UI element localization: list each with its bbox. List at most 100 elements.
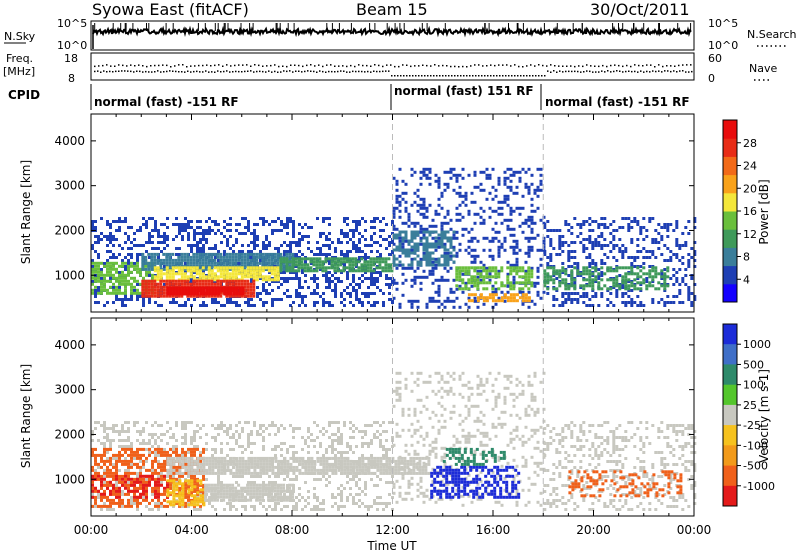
- power-cell: [243, 279, 247, 283]
- power-cell: [193, 235, 196, 238]
- power-cell: [370, 283, 373, 286]
- power-cell: [159, 291, 163, 295]
- power-cell: [219, 272, 223, 276]
- power-cell: [97, 291, 100, 295]
- power-cell: [509, 167, 513, 171]
- power-cell: [273, 258, 277, 262]
- power-cell: [325, 271, 328, 274]
- power-cell: [461, 167, 465, 171]
- power-cell: [316, 283, 319, 286]
- velocity-cell: [97, 421, 100, 424]
- velocity-cell: [103, 445, 106, 448]
- power-cell: [503, 218, 507, 222]
- power-cell: [352, 232, 355, 235]
- freq-point: [174, 65, 176, 67]
- power-cell: [262, 244, 265, 247]
- velocity-cell: [340, 505, 343, 508]
- power-cell: [491, 299, 495, 303]
- nave-point: [133, 71, 135, 73]
- power-cell: [357, 260, 361, 264]
- power-cell: [252, 279, 256, 283]
- power-cell: [449, 254, 453, 258]
- power-cell: [651, 250, 655, 253]
- power-cell: [222, 272, 226, 276]
- power-cell: [366, 260, 370, 264]
- power-cell: [455, 173, 459, 177]
- power-cell: [208, 229, 211, 232]
- power-cell: [204, 275, 208, 279]
- power-cell: [235, 301, 238, 304]
- power-cell: [337, 277, 340, 280]
- power-cell: [349, 250, 352, 253]
- velocity-cell: [340, 493, 343, 496]
- nave-point: [199, 71, 201, 73]
- power-cell: [690, 256, 694, 259]
- power-cell: [370, 244, 373, 247]
- power-cell: [425, 245, 429, 249]
- power-cell: [136, 261, 139, 265]
- freq-point: [138, 64, 140, 66]
- power-cell: [446, 209, 450, 213]
- power-cell: [675, 253, 679, 256]
- power-cell: [567, 229, 571, 232]
- nave-point: [283, 70, 285, 72]
- power-cell: [295, 277, 298, 280]
- power-cell: [246, 269, 250, 273]
- power-cell: [527, 239, 531, 243]
- velocity-cell: [148, 508, 151, 511]
- power-cell: [455, 278, 459, 282]
- nave-point: [280, 71, 282, 73]
- power-cell: [118, 253, 121, 256]
- power-cell: [265, 247, 268, 250]
- power-cell: [410, 239, 414, 243]
- power-cell: [524, 281, 528, 285]
- velocity-cell: [277, 475, 280, 478]
- power-cell: [488, 293, 492, 297]
- power-cell: [264, 252, 268, 256]
- power-cell: [546, 256, 550, 259]
- power-cell: [198, 255, 202, 259]
- power-cell: [527, 296, 531, 300]
- freq-point: [426, 64, 428, 67]
- velocity-cell: [220, 424, 223, 427]
- power-cell: [573, 280, 577, 283]
- power-cell: [648, 220, 652, 223]
- freq-point: [534, 65, 536, 67]
- power-cell: [467, 296, 471, 300]
- power-cell: [193, 244, 196, 247]
- power-cell: [588, 281, 592, 285]
- freq-point: [642, 65, 644, 67]
- freq-point: [502, 64, 504, 66]
- power-cell: [232, 250, 235, 253]
- velocity-cell: [118, 469, 121, 472]
- nave-point: [175, 70, 177, 73]
- power-cell: [407, 251, 411, 255]
- power-cell: [416, 233, 420, 237]
- power-cell: [154, 301, 157, 304]
- power-cell: [156, 261, 160, 265]
- power-cell: [201, 294, 205, 298]
- power-cell: [615, 269, 619, 273]
- power-cell: [127, 247, 130, 250]
- power-cell: [401, 236, 405, 240]
- power-cell: [428, 203, 432, 207]
- power-cell: [603, 253, 607, 256]
- power-cell: [561, 235, 565, 238]
- velocity-cell: [106, 508, 109, 511]
- power-cell: [648, 275, 652, 279]
- power-cell: [271, 301, 274, 304]
- power-cell: [491, 257, 495, 261]
- power-cell: [250, 241, 253, 244]
- power-cell: [564, 241, 568, 244]
- nave-point: [319, 70, 321, 72]
- power-cell: [591, 295, 595, 298]
- power-cell: [413, 248, 417, 252]
- power-cell: [488, 269, 492, 273]
- power-cell: [196, 226, 199, 229]
- power-cell: [238, 286, 242, 290]
- power-cell: [150, 255, 154, 259]
- power-cell: [543, 281, 547, 285]
- power-cell: [297, 266, 301, 270]
- power-cell: [238, 292, 242, 296]
- power-cell: [345, 257, 349, 261]
